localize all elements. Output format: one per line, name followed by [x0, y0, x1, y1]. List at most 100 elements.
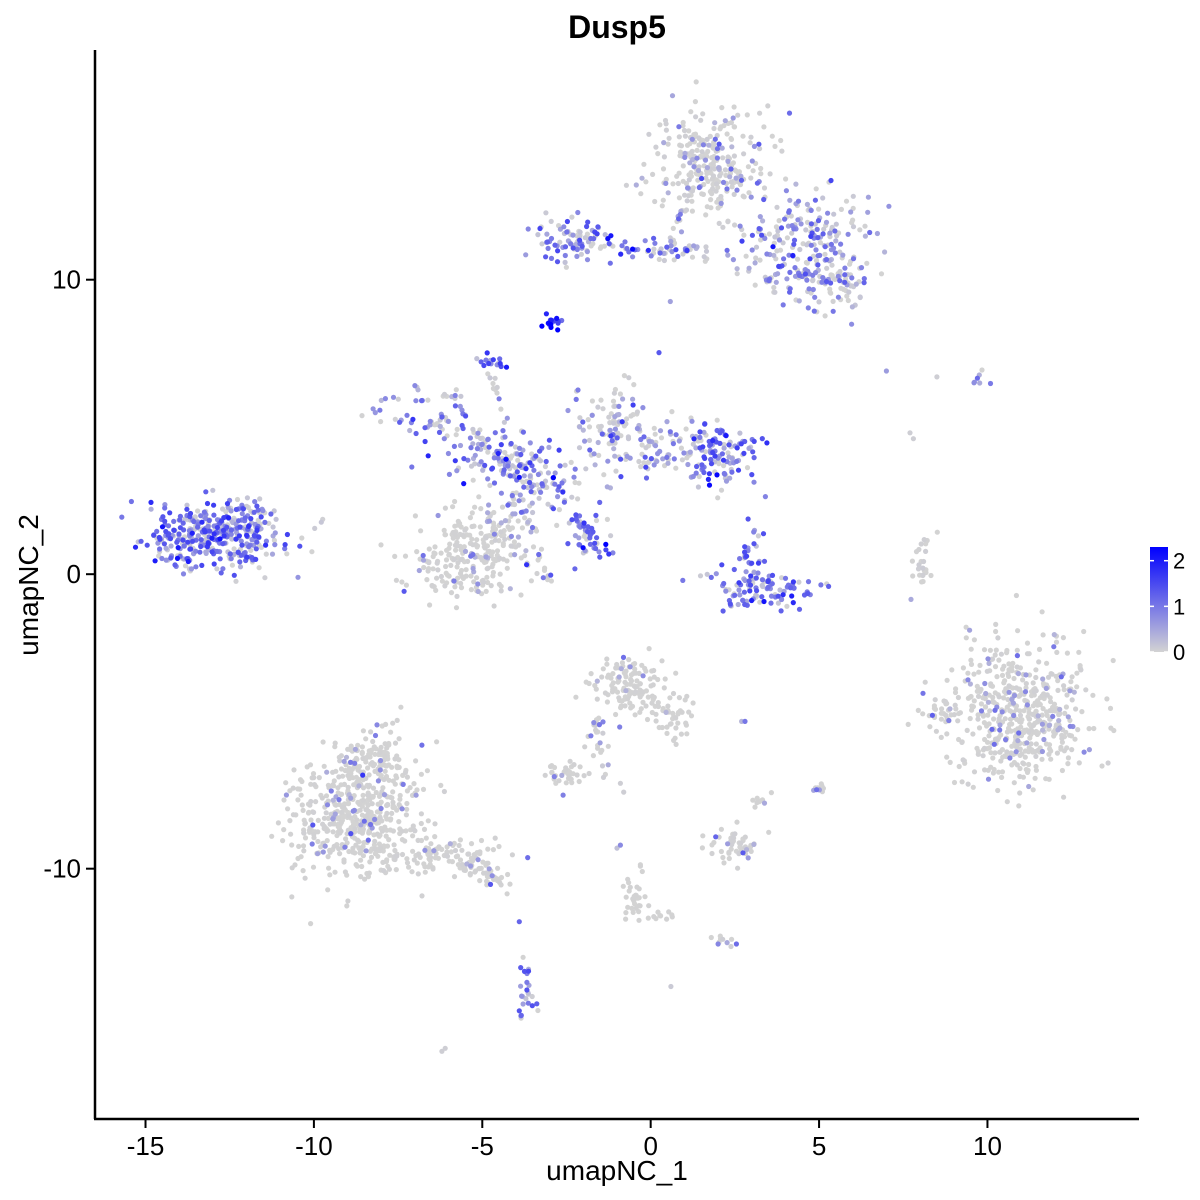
cell-point	[575, 496, 581, 502]
cell-point	[665, 141, 671, 147]
cell-point	[702, 421, 708, 427]
cell-point	[246, 523, 252, 530]
cell-point	[1026, 761, 1032, 768]
cell-point	[301, 830, 307, 836]
cell-point	[324, 769, 330, 775]
cell-point	[185, 539, 191, 545]
cell-point	[253, 556, 259, 563]
cell-point	[1046, 776, 1052, 782]
cell-point	[953, 686, 959, 692]
cell-point	[605, 762, 611, 768]
cell-point	[862, 233, 869, 239]
cell-point	[174, 539, 180, 545]
cell-point	[457, 570, 464, 577]
cell-point	[684, 455, 690, 461]
cell-point	[1053, 673, 1059, 679]
cell-point	[1063, 704, 1069, 710]
cell-point	[792, 273, 799, 279]
cell-point	[652, 431, 658, 437]
cell-point	[639, 868, 645, 875]
cell-point	[837, 278, 843, 284]
cell-point	[987, 647, 994, 653]
cell-point	[811, 308, 817, 314]
cell-point	[1006, 661, 1012, 667]
cell-point	[823, 256, 830, 263]
cell-point	[441, 436, 447, 442]
cell-point	[1029, 747, 1035, 753]
cell-point	[620, 883, 626, 889]
cell-point	[927, 724, 933, 730]
cell-point	[981, 745, 988, 752]
cell-point	[730, 160, 737, 166]
cell-point	[1079, 709, 1085, 715]
cell-point	[736, 580, 742, 586]
cell-point	[465, 457, 471, 463]
cell-point	[734, 819, 740, 825]
cell-point	[370, 738, 376, 745]
cell-point	[978, 708, 985, 714]
cell-point	[588, 671, 594, 677]
cell-point	[719, 562, 725, 568]
cell-point	[976, 725, 983, 731]
cell-point	[438, 573, 444, 580]
cell-point	[706, 142, 712, 148]
cell-point	[325, 854, 331, 860]
cell-point	[704, 204, 710, 210]
cell-point	[878, 271, 885, 277]
cell-point	[272, 542, 278, 548]
cell-point	[377, 749, 383, 756]
cell-point	[918, 541, 924, 547]
cell-point	[396, 764, 402, 771]
cell-point	[1065, 714, 1071, 720]
cell-point	[597, 740, 603, 746]
cell-point	[567, 758, 573, 764]
cell-point	[1062, 710, 1068, 717]
cell-point	[518, 592, 524, 598]
cell-point	[1009, 668, 1015, 674]
cell-point	[323, 810, 329, 816]
cell-point	[971, 671, 977, 677]
cell-point	[311, 831, 317, 838]
cell-point	[735, 467, 742, 473]
cell-point	[974, 683, 980, 689]
cell-point	[377, 801, 383, 808]
y-tick-label: 0	[67, 559, 81, 589]
cell-point	[418, 820, 424, 827]
cell-point	[974, 375, 981, 381]
cell-point	[270, 524, 276, 530]
cell-point	[496, 581, 502, 587]
cell-point	[1011, 712, 1017, 719]
cell-point	[742, 834, 748, 840]
cell-point	[477, 849, 483, 855]
x-tick-label: 0	[643, 1131, 657, 1161]
cell-point	[1009, 696, 1015, 703]
cell-point	[374, 831, 380, 837]
cell-point	[470, 426, 476, 432]
cell-point	[508, 533, 514, 540]
cell-point	[720, 224, 726, 230]
cell-point	[472, 504, 478, 510]
cell-point	[491, 455, 497, 461]
cell-point	[396, 736, 402, 742]
cell-point	[813, 247, 819, 253]
cell-point	[341, 857, 347, 863]
cell-point	[418, 771, 424, 777]
cell-point	[518, 1012, 524, 1019]
cell-point	[584, 223, 590, 230]
cell-point	[488, 583, 494, 589]
cell-point	[422, 869, 428, 875]
cell-point	[646, 438, 652, 444]
cell-point	[949, 667, 955, 673]
cell-point	[492, 537, 498, 543]
cell-point	[626, 375, 632, 381]
cell-point	[1001, 663, 1007, 669]
cell-point	[680, 577, 686, 584]
cell-point	[518, 965, 524, 971]
cell-point	[468, 587, 474, 593]
cell-point	[353, 862, 359, 868]
cell-point	[195, 508, 201, 514]
cell-point	[708, 574, 714, 581]
cell-point	[820, 275, 826, 281]
cell-point	[646, 646, 652, 652]
cell-point	[718, 200, 724, 206]
